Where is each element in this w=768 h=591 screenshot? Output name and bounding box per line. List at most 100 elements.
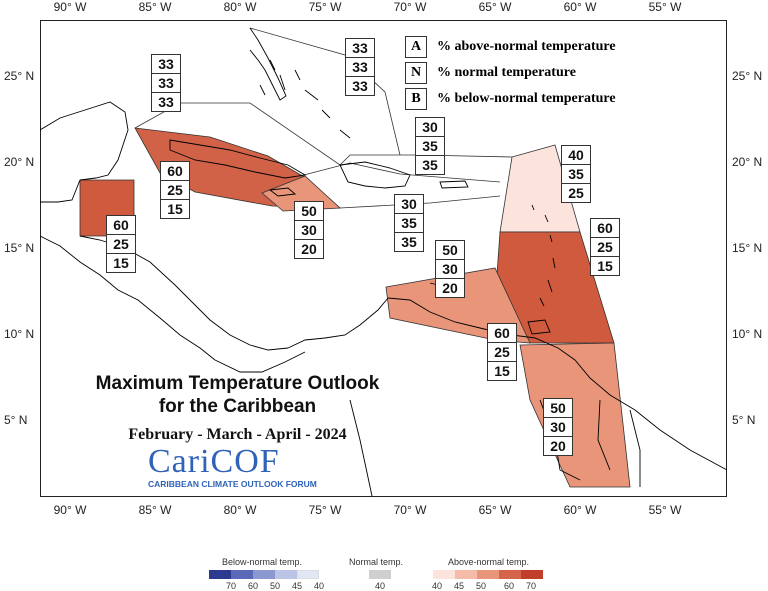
lon-tick-top: 75° W xyxy=(308,0,342,14)
legend-below: B % below-normal temperature xyxy=(405,88,616,110)
prob-below: 15 xyxy=(113,255,129,271)
lat-tick-right: 25° N xyxy=(732,69,763,83)
lon-tick-bottom: 90° W xyxy=(53,503,87,517)
colorbar-below-cell xyxy=(209,570,231,579)
colorbar-tick: 45 xyxy=(453,581,465,591)
prob-above: 33 xyxy=(346,39,374,58)
prob-box: 30 35 35 xyxy=(394,194,424,252)
lon-tick-top: 80° W xyxy=(223,0,257,14)
colorbar-above-cell xyxy=(521,570,543,579)
legend-text-below: % below-normal temperature xyxy=(437,91,616,106)
prob-below: 35 xyxy=(401,234,417,250)
lat-tick-right: 10° N xyxy=(732,327,763,341)
colorbar-below-label: Below-normal temp. xyxy=(222,557,303,567)
prob-above: 60 xyxy=(107,216,135,235)
lon-tick-top: 60° W xyxy=(563,0,597,14)
prob-normal: 35 xyxy=(395,214,423,233)
logo-word: CariCOF xyxy=(148,443,280,480)
colorbar-above-cell xyxy=(499,570,521,579)
colorbar-normal-cell xyxy=(369,570,391,579)
prob-box: 50 30 20 xyxy=(543,398,573,456)
prob-normal: 30 xyxy=(295,221,323,240)
zone-cuba-hisp-line xyxy=(299,162,501,183)
prob-below: 15 xyxy=(494,363,510,379)
prob-above: 60 xyxy=(591,219,619,238)
prob-normal: 30 xyxy=(436,260,464,279)
colorbar-tick: 40 xyxy=(431,581,443,591)
legend-text-above: % above-normal temperature xyxy=(437,39,616,54)
colorbar-above-cell xyxy=(455,570,477,579)
prob-box: 30 35 35 xyxy=(415,117,445,175)
prob-below: 35 xyxy=(422,157,438,173)
colorbar-tick: 40 xyxy=(374,581,386,591)
prob-below: 20 xyxy=(301,241,317,257)
colorbar-above-cell xyxy=(433,570,455,579)
colorbar-tick: 70 xyxy=(525,581,537,591)
colorbar-below-cell xyxy=(253,570,275,579)
prob-box: 60 25 15 xyxy=(487,323,517,381)
map-period: February - March - April - 2024 xyxy=(128,426,347,443)
colorbar-above-label: Above-normal temp. xyxy=(448,557,530,567)
lat-tick-left: 20° N xyxy=(4,155,35,169)
prob-below: 20 xyxy=(550,438,566,454)
prob-below: 33 xyxy=(158,94,174,110)
zone-guianas xyxy=(519,342,631,488)
lat-tick-left: 10° N xyxy=(4,327,35,341)
lat-tick-left: 15° N xyxy=(4,241,35,255)
prob-box: 33 33 33 xyxy=(345,38,375,96)
prob-box: 60 25 15 xyxy=(590,218,620,276)
legend-above: A % above-normal temperature xyxy=(405,36,616,58)
lat-tick-right: 5° N xyxy=(732,413,756,427)
coastlines xyxy=(39,27,728,497)
lon-tick-bottom: 80° W xyxy=(223,503,257,517)
lat-tick-right: 15° N xyxy=(732,241,763,255)
map-title: Maximum Temperature Outlook for the Cari… xyxy=(70,372,405,418)
prob-normal: 35 xyxy=(562,165,590,184)
prob-above: 50 xyxy=(544,399,572,418)
colorbar-below-cell xyxy=(297,570,319,579)
colorbar-tick: 45 xyxy=(291,581,303,591)
lon-tick-bottom: 70° W xyxy=(393,503,427,517)
prob-box: 60 25 15 xyxy=(160,161,190,219)
lon-tick-bottom: 55° W xyxy=(648,503,682,517)
zone-hispaniola-line xyxy=(339,195,501,209)
lon-tick-top: 65° W xyxy=(478,0,512,14)
prob-box: 50 30 20 xyxy=(435,240,465,298)
logo-subtitle: CARIBBEAN CLIMATE OUTLOOK FORUM xyxy=(148,479,317,489)
lon-tick-top: 85° W xyxy=(138,0,172,14)
prob-below: 15 xyxy=(597,258,613,274)
caricof-logo: CariCOF CARIBBEAN CLIMATE OUTLOOK FORUM xyxy=(140,443,340,493)
prob-normal: 25 xyxy=(107,235,135,254)
zone-north-line xyxy=(249,27,401,156)
lon-tick-bottom: 65° W xyxy=(478,503,512,517)
prob-above: 60 xyxy=(488,324,516,343)
prob-box: 40 35 25 xyxy=(561,145,591,203)
legend-text-normal: % normal temperature xyxy=(437,65,576,80)
prob-above: 40 xyxy=(562,146,590,165)
prob-below: 20 xyxy=(442,280,458,296)
legend-key-n: N xyxy=(405,62,427,84)
prob-normal: 25 xyxy=(591,238,619,257)
lon-tick-bottom: 60° W xyxy=(563,503,597,517)
legend-key-a: A xyxy=(405,36,427,58)
lon-tick-top: 55° W xyxy=(648,0,682,14)
prob-normal: 33 xyxy=(346,58,374,77)
legend-normal: N % normal temperature xyxy=(405,62,576,84)
prob-normal: 33 xyxy=(152,74,180,93)
prob-below: 25 xyxy=(568,185,584,201)
map-title-line1: Maximum Temperature Outlook xyxy=(95,373,380,394)
lat-tick-left: 25° N xyxy=(4,69,35,83)
prob-above: 50 xyxy=(436,241,464,260)
colorbar-tick: 50 xyxy=(475,581,487,591)
prob-normal: 25 xyxy=(488,343,516,362)
prob-box: 60 25 15 xyxy=(106,215,136,273)
colorbar-tick: 60 xyxy=(503,581,515,591)
lat-tick-right: 20° N xyxy=(732,155,763,169)
lon-tick-top: 70° W xyxy=(393,0,427,14)
legend-key-b: B xyxy=(405,88,427,110)
prob-above: 33 xyxy=(152,55,180,74)
prob-box: 33 33 33 xyxy=(151,54,181,112)
lon-tick-top: 90° W xyxy=(53,0,87,14)
colorbar-normal-label: Normal temp. xyxy=(349,557,404,567)
